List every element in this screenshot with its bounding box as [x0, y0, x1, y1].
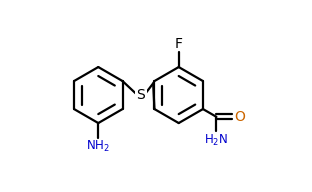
- Text: O: O: [234, 110, 245, 124]
- Text: H$_2$N: H$_2$N: [204, 133, 228, 148]
- Text: S: S: [136, 88, 145, 102]
- Text: F: F: [175, 37, 183, 51]
- Text: NH$_2$: NH$_2$: [86, 139, 110, 154]
